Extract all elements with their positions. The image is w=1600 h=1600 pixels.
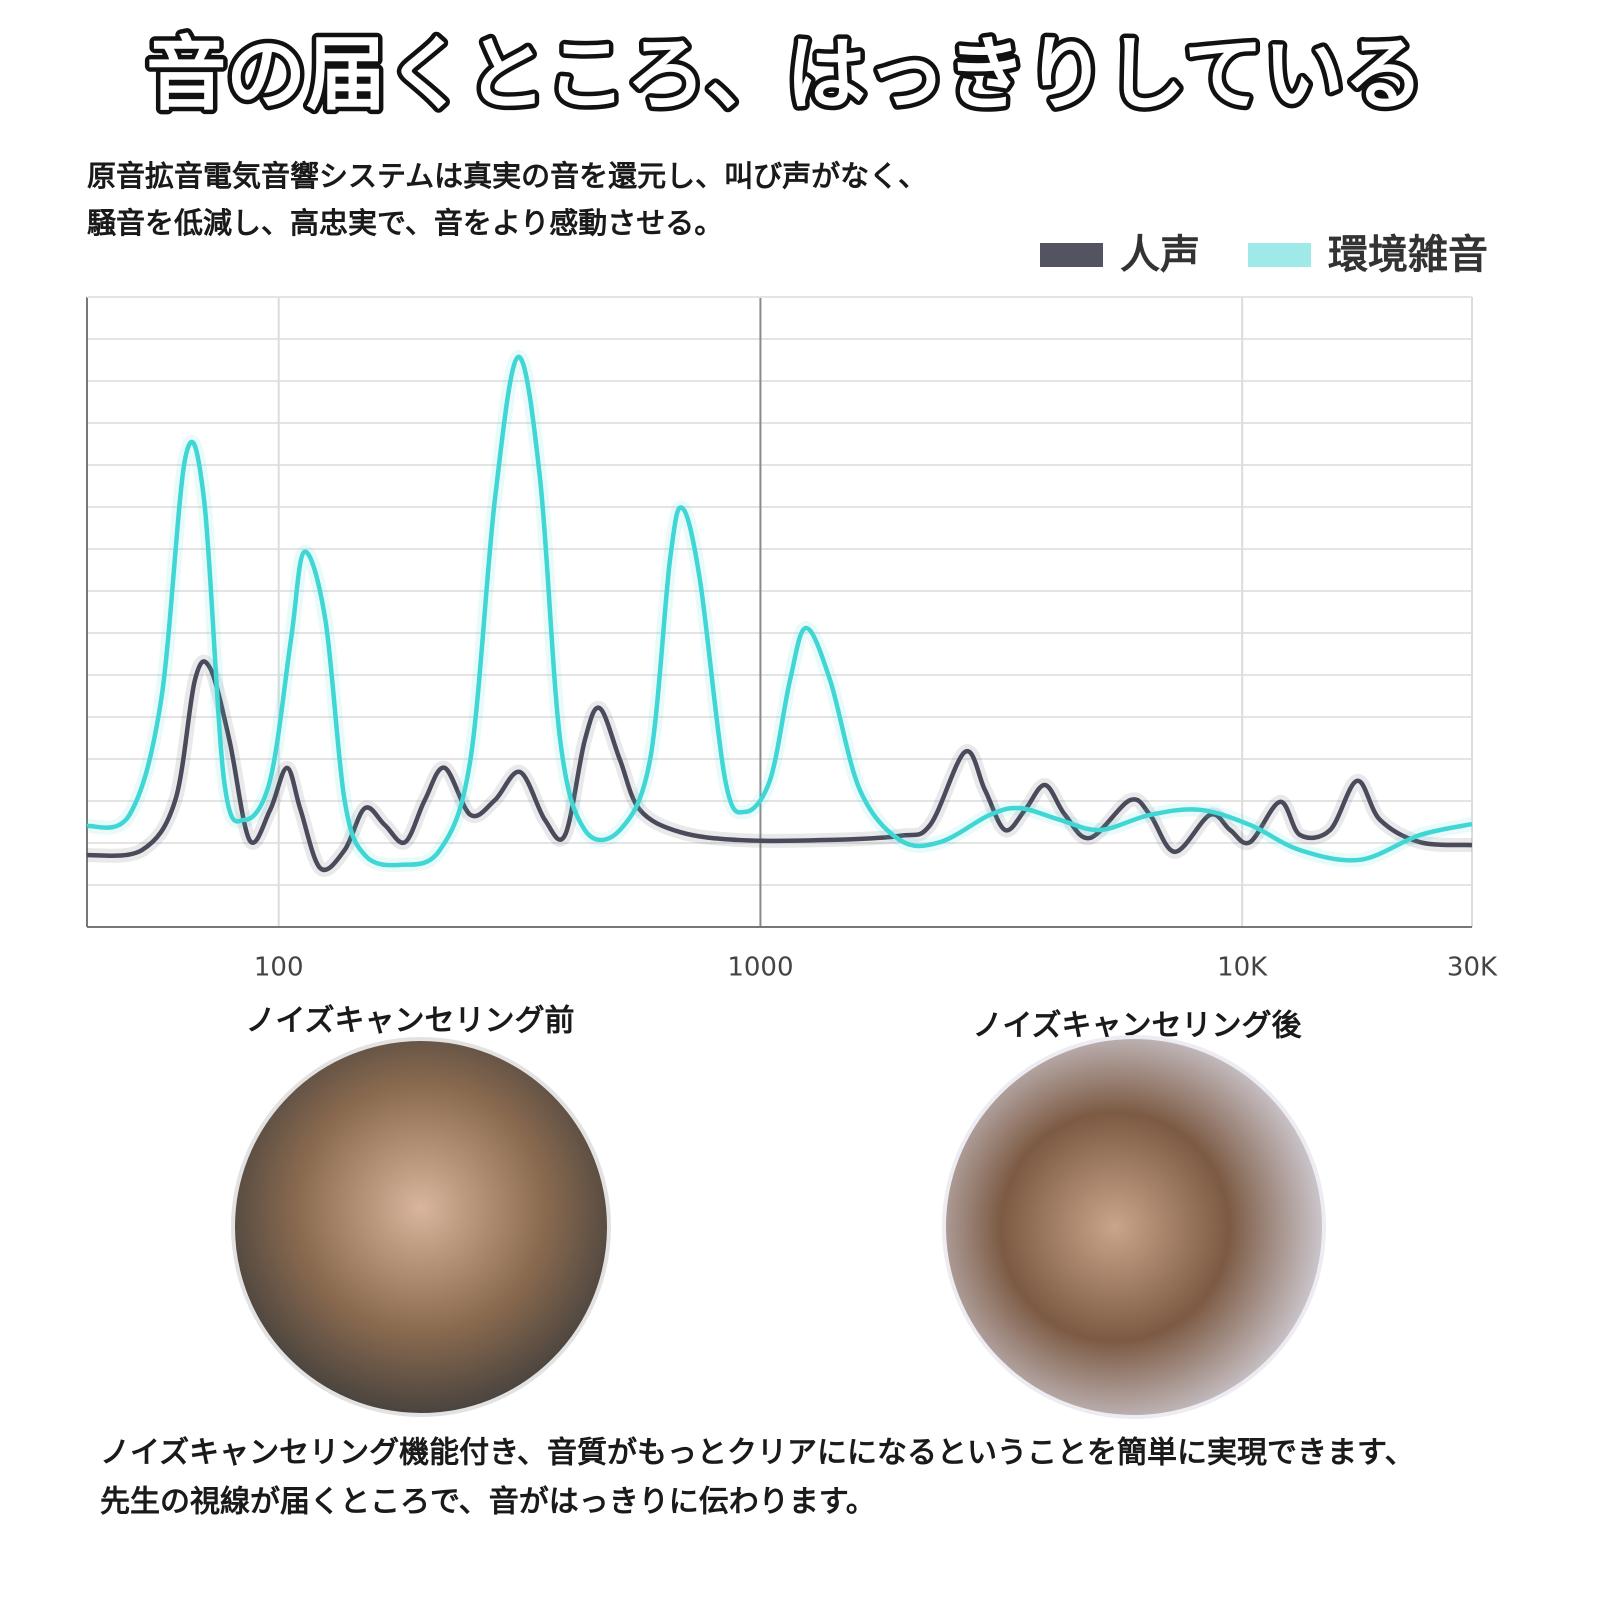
- description: 騒音を低減し、高忠実で、音をより感動させる。: [87, 206, 723, 240]
- legend-swatch: [1248, 243, 1311, 267]
- series-line: [86, 659, 1473, 873]
- x-tick-label: 100: [254, 953, 304, 983]
- legend-swatch: [1040, 243, 1103, 267]
- photo-man: [942, 1035, 1326, 1419]
- footer-text: 先生の視線が届くところで、音がはっきりに伝わります。: [100, 1485, 876, 1520]
- caption: ノイズキャンセリング前: [245, 1004, 574, 1039]
- chart: 100 1000 10K 30K 人声 環境雑音: [85, 232, 1498, 983]
- description: 原音拡音電気音響システムは真実の音を還元し、叫び声がなく、: [87, 159, 927, 193]
- x-tick-label: 30K: [1447, 953, 1498, 983]
- title: 音の届くところ、はっきりしている: [146, 28, 1424, 121]
- x-tick-label: 10K: [1217, 953, 1268, 983]
- footer-text: ノイズキャンセリング機能付き、音質がもっとクリアにになるということを簡単に実現で…: [100, 1436, 1415, 1471]
- series-line: [86, 354, 1473, 868]
- x-tick-label: 1000: [727, 953, 793, 983]
- legend-label: 人声: [1120, 232, 1200, 278]
- legend-label: 環境雑音: [1328, 232, 1488, 278]
- photo-child: [231, 1037, 611, 1417]
